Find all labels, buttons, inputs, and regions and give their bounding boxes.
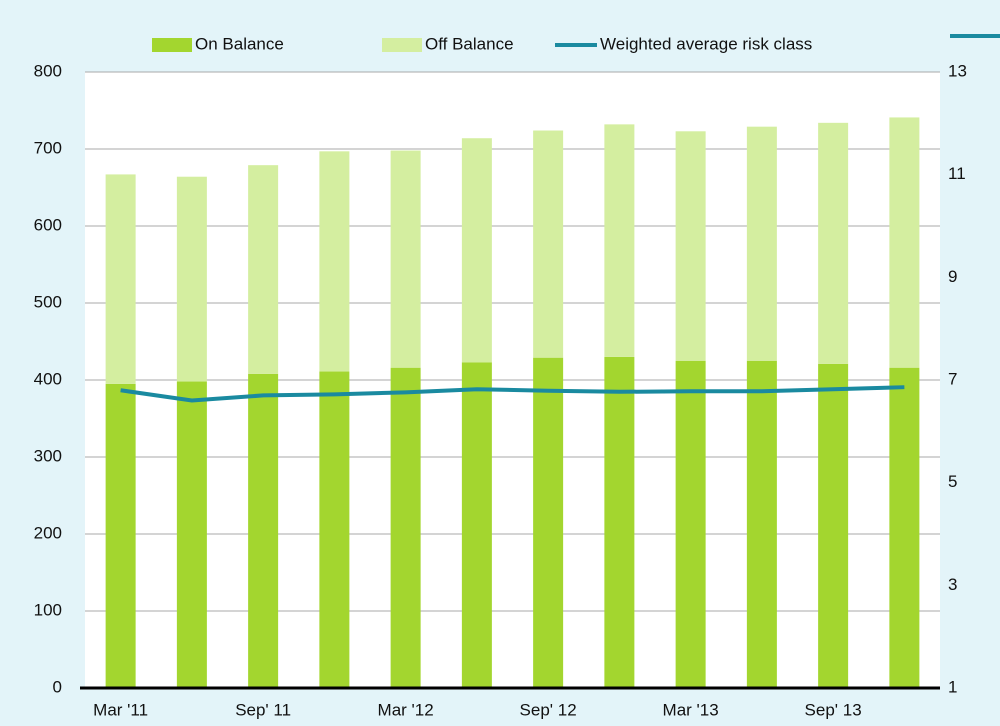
bar bbox=[675, 131, 706, 361]
x-tick-label: Mar '11 bbox=[93, 700, 148, 719]
y2-tick-label: 13 bbox=[948, 61, 967, 80]
y-tick-label: 0 bbox=[53, 677, 62, 696]
bar bbox=[604, 356, 635, 688]
y-tick-label: 600 bbox=[34, 215, 62, 234]
bar bbox=[176, 176, 207, 382]
y-tick-label: 400 bbox=[34, 369, 62, 388]
y2-tick-label: 11 bbox=[948, 164, 966, 183]
y2-tick-label: 3 bbox=[948, 575, 957, 594]
bar bbox=[319, 151, 350, 372]
x-tick-label: Sep' 12 bbox=[520, 700, 577, 719]
bar bbox=[105, 383, 136, 688]
y-tick-label: 800 bbox=[34, 61, 62, 80]
bar bbox=[390, 150, 421, 368]
y2-tick-label: 7 bbox=[948, 369, 957, 388]
bar bbox=[746, 360, 777, 688]
bar bbox=[319, 371, 350, 688]
bar bbox=[390, 367, 421, 688]
legend-label: On Balance bbox=[195, 34, 284, 53]
bar bbox=[248, 165, 279, 374]
bar bbox=[889, 117, 920, 368]
y2-tick-label: 9 bbox=[948, 267, 957, 286]
legend-swatch bbox=[382, 38, 422, 52]
bar bbox=[248, 373, 279, 688]
legend-label: Weighted average risk class bbox=[600, 34, 812, 53]
y-tick-label: 200 bbox=[34, 523, 62, 542]
y-tick-label: 100 bbox=[34, 600, 62, 619]
x-tick-label: Sep' 13 bbox=[805, 700, 862, 719]
bar bbox=[533, 357, 564, 688]
bar bbox=[176, 381, 207, 688]
line bbox=[120, 385, 905, 403]
bar bbox=[461, 362, 492, 688]
x-tick-label: Mar '13 bbox=[663, 700, 719, 719]
y-tick-label: 300 bbox=[34, 446, 62, 465]
y-tick-label: 700 bbox=[34, 138, 62, 157]
legend-label: Off Balance bbox=[425, 34, 514, 53]
bar bbox=[461, 138, 492, 363]
bar bbox=[818, 363, 849, 688]
bar bbox=[818, 122, 849, 364]
y2-tick-label: 5 bbox=[948, 472, 957, 491]
bar bbox=[889, 367, 920, 688]
x-tick-label: Mar '12 bbox=[378, 700, 434, 719]
bar bbox=[604, 124, 635, 357]
y-tick-label: 500 bbox=[34, 292, 62, 311]
bar bbox=[746, 126, 777, 361]
x-tick-label: Sep' 11 bbox=[235, 700, 291, 719]
y2-tick-label: 1 bbox=[948, 677, 957, 696]
bar bbox=[105, 174, 136, 384]
bar bbox=[675, 360, 706, 688]
legend-swatch bbox=[152, 38, 192, 52]
bar bbox=[533, 130, 564, 358]
